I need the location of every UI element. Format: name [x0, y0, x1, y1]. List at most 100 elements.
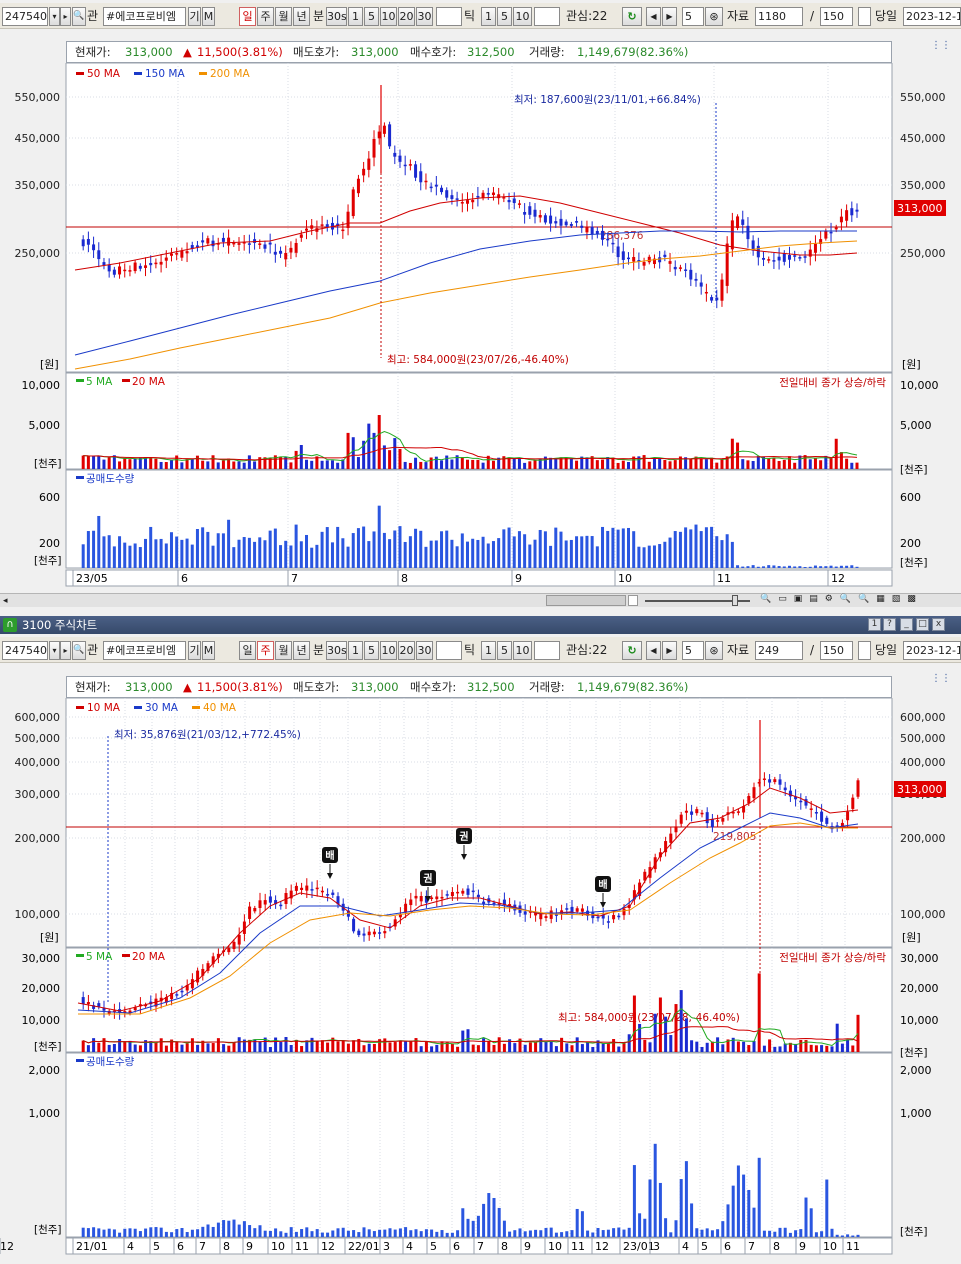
period-tab-1[interactable]: 주	[257, 641, 274, 660]
event-marker[interactable]	[456, 828, 472, 844]
today-checkbox[interactable]	[858, 7, 871, 26]
zoom-slider-handle[interactable]	[732, 595, 738, 606]
short-bar	[720, 540, 724, 568]
zoom-slider[interactable]	[645, 600, 750, 602]
stock-name-field[interactable]: #에코프로비엠	[103, 641, 186, 660]
scroll-right-icon[interactable]	[628, 595, 638, 606]
period-tab-0[interactable]: 일	[239, 641, 256, 660]
prev-icon[interactable]: ◀	[646, 7, 661, 26]
interval-button-4[interactable]: 20	[398, 7, 415, 26]
refresh-icon[interactable]: ↻	[622, 7, 642, 26]
m-button[interactable]: M	[202, 7, 215, 26]
interval-button-0[interactable]: 30s	[326, 7, 347, 26]
tick-button-2[interactable]: 10	[513, 641, 532, 660]
tick-button-0[interactable]: 1	[481, 7, 496, 26]
settings-icon[interactable]: ⊛	[705, 7, 723, 26]
stock-name-field[interactable]: #에코프로비엠	[103, 7, 186, 26]
window-num-button[interactable]: 1	[868, 618, 881, 631]
period-tab-1[interactable]: 주	[257, 7, 274, 26]
candle	[580, 908, 584, 912]
settings-icon[interactable]: ⊛	[705, 641, 723, 660]
code-dropdown-icon[interactable]: ▾	[49, 7, 60, 26]
prev-icon[interactable]: ◀	[646, 641, 661, 660]
x-axis-label: 5	[701, 1240, 708, 1253]
scroll-thumb[interactable]	[546, 595, 626, 606]
volume-bar	[730, 438, 734, 469]
interval-button-0[interactable]: 30s	[326, 641, 347, 660]
volume-tick-right: 10,000	[900, 1014, 939, 1027]
period-tab-0[interactable]: 일	[239, 7, 256, 26]
period-tab-3[interactable]: 년	[293, 641, 310, 660]
interval-button-2[interactable]: 5	[364, 7, 379, 26]
interval-button-3[interactable]: 10	[380, 7, 397, 26]
candle	[299, 234, 303, 238]
expand-icon[interactable]: ⋮⋮	[931, 673, 951, 684]
gi-button[interactable]: 기	[188, 7, 201, 26]
candle	[731, 812, 735, 814]
stock-code-input[interactable]: 247540	[2, 641, 48, 660]
display-count-input[interactable]: 150	[820, 641, 853, 660]
event-marker[interactable]	[322, 847, 338, 863]
interval-button-1[interactable]: 1	[348, 641, 363, 660]
refresh-icon[interactable]: ↻	[622, 641, 642, 660]
step-input[interactable]: 5	[682, 7, 704, 26]
display-count-input[interactable]: 150	[820, 7, 853, 26]
chart-scrollbar[interactable]: ◂ 🔍▭▣▤⚙🔍🔍▦▧▩	[0, 593, 961, 607]
chart-tool-icons[interactable]: 🔍▭▣▤⚙🔍🔍▦▧▩	[760, 594, 923, 604]
code-dropdown-icon[interactable]: ▾	[49, 641, 60, 660]
weekly-chart[interactable]: 600,000 600,000 500,000 500,000 400,000 400,0…	[0, 698, 961, 1264]
tick-button-1[interactable]: 5	[497, 7, 512, 26]
m-button[interactable]: M	[202, 641, 215, 660]
date-field[interactable]: 2023-12-1	[903, 641, 961, 660]
interval-button-4[interactable]: 20	[398, 641, 415, 660]
scroll-left-icon[interactable]: ◂	[3, 596, 8, 606]
maximize-button[interactable]: □	[916, 618, 929, 631]
period-tab-2[interactable]: 월	[275, 7, 292, 26]
interval-button-2[interactable]: 5	[364, 641, 379, 660]
interval-button-1[interactable]: 1	[348, 7, 363, 26]
period-tab-2[interactable]: 월	[275, 641, 292, 660]
candle	[710, 818, 714, 828]
short-bar	[294, 1231, 298, 1237]
interval-button-3[interactable]: 10	[380, 641, 397, 660]
volume-bar	[102, 1038, 106, 1052]
data-count-select[interactable]: 249	[755, 641, 803, 660]
search-icon[interactable]: 🔍	[72, 7, 86, 26]
period-tab-3[interactable]: 년	[293, 7, 310, 26]
step-input[interactable]: 5	[682, 641, 704, 660]
volume-unit-left: [천주]	[34, 1041, 62, 1053]
tick-count-input[interactable]	[436, 7, 462, 26]
tick-input[interactable]	[534, 641, 560, 660]
volume-bar	[206, 1043, 210, 1052]
volume-bar	[642, 455, 646, 469]
tick-button-2[interactable]: 10	[513, 7, 532, 26]
interval-button-5[interactable]: 30	[416, 7, 433, 26]
help-button[interactable]: ?	[883, 618, 896, 631]
gi-button[interactable]: 기	[188, 641, 201, 660]
volume-bar	[315, 456, 319, 469]
expand-icon[interactable]: ⋮⋮	[931, 40, 951, 51]
data-count-select[interactable]: 1180	[755, 7, 803, 26]
tick-button-1[interactable]: 5	[497, 641, 512, 660]
daily-chart[interactable]: 550,000 550,000 450,000 450,000 350,000 350,0…	[0, 63, 961, 623]
next-arrow-icon[interactable]: ▶	[662, 7, 677, 26]
interval-button-5[interactable]: 30	[416, 641, 433, 660]
next-arrow-icon[interactable]: ▶	[662, 641, 677, 660]
event-marker[interactable]	[420, 870, 436, 886]
short-bar	[539, 1230, 543, 1237]
close-button[interactable]: x	[932, 618, 945, 631]
search-icon[interactable]: 🔍	[72, 641, 86, 660]
tick-button-0[interactable]: 1	[481, 641, 496, 660]
candle	[606, 921, 610, 923]
minimize-button[interactable]: _	[900, 618, 913, 631]
event-marker[interactable]	[595, 876, 611, 892]
short-bar	[751, 565, 755, 568]
tick-count-input[interactable]	[436, 641, 462, 660]
date-field[interactable]: 2023-12-1	[903, 7, 961, 26]
today-checkbox[interactable]	[858, 641, 871, 660]
tick-input[interactable]	[534, 7, 560, 26]
short-bar	[216, 533, 220, 568]
stock-code-input[interactable]: 247540	[2, 7, 48, 26]
next-icon[interactable]: ▸	[60, 641, 71, 660]
next-icon[interactable]: ▸	[60, 7, 71, 26]
